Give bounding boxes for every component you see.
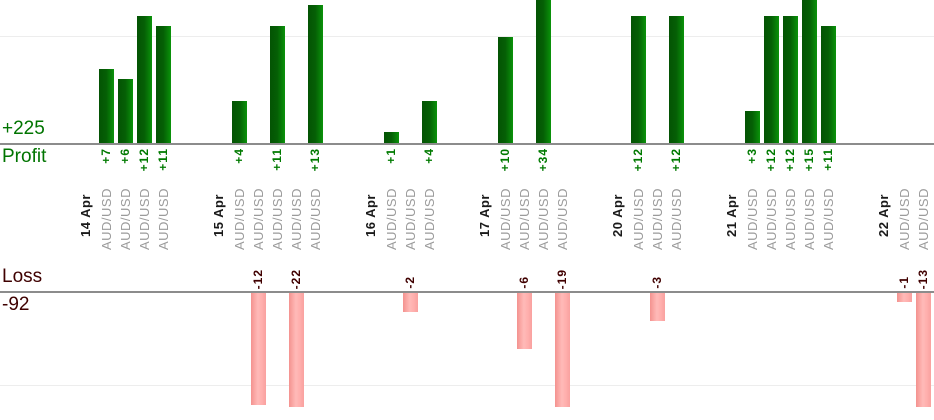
- instrument-label: AUD/USD: [821, 187, 836, 250]
- loss-baseline: [0, 291, 934, 293]
- instrument-label: AUD/USD: [156, 187, 171, 250]
- profit-bar[interactable]: [631, 15, 646, 143]
- profit-bar[interactable]: [764, 15, 779, 143]
- loss-axis-label: Loss: [2, 266, 43, 287]
- loss-gridline: [0, 385, 934, 386]
- instrument-label: AUD/USD: [631, 187, 646, 250]
- instrument-label: AUD/USD: [289, 187, 304, 250]
- instrument-label: AUD/USD: [783, 187, 798, 250]
- profit-bar-value-label: +15: [802, 148, 816, 172]
- instrument-label: AUD/USD: [403, 187, 418, 250]
- loss-bar-value-label: -3: [650, 276, 664, 289]
- loss-bar-value-label: -13: [916, 268, 930, 289]
- loss-bar[interactable]: [650, 293, 665, 321]
- instrument-label: AUD/USD: [251, 187, 266, 250]
- date-label: 21 Apr: [724, 194, 739, 237]
- loss-bar[interactable]: [897, 293, 912, 303]
- profit-bar[interactable]: [669, 15, 684, 143]
- date-label: 20 Apr: [610, 194, 625, 237]
- profit-baseline: [0, 143, 934, 145]
- profit-total-label: +225: [2, 118, 45, 139]
- loss-total-label: -92: [2, 294, 30, 315]
- profit-bar[interactable]: [308, 5, 323, 143]
- profit-bar[interactable]: [232, 100, 247, 143]
- profit-bar[interactable]: [745, 111, 760, 143]
- profit-bar[interactable]: [802, 0, 817, 143]
- profit-bar-value-label: +12: [783, 148, 797, 172]
- profit-bar-value-label: +7: [99, 148, 113, 164]
- instrument-label: AUD/USD: [232, 187, 247, 250]
- instrument-label: AUD/USD: [498, 187, 513, 250]
- profit-axis-label: Profit: [2, 146, 47, 167]
- profit-panel: [0, 0, 934, 143]
- date-label: 17 Apr: [477, 194, 492, 237]
- date-label: 16 Apr: [363, 194, 378, 237]
- profit-bar-value-label: +12: [137, 148, 151, 172]
- instrument-label: AUD/USD: [802, 187, 817, 250]
- profit-bar[interactable]: [270, 26, 285, 143]
- instrument-label: AUD/USD: [536, 187, 551, 250]
- instrument-label: AUD/USD: [137, 187, 152, 250]
- profit-bar[interactable]: [536, 0, 551, 143]
- profit-bar[interactable]: [137, 15, 152, 143]
- profit-bar[interactable]: [422, 100, 437, 143]
- instrument-label: AUD/USD: [669, 187, 684, 250]
- profit-bar-value-label: +12: [764, 148, 778, 172]
- profit-bar-value-label: +11: [821, 148, 835, 171]
- profit-bar-value-label: +3: [745, 148, 759, 164]
- profit-bar-value-label: +34: [536, 148, 550, 172]
- profit-bar-value-label: +12: [669, 148, 683, 172]
- loss-bar[interactable]: [517, 293, 532, 349]
- instrument-label: AUD/USD: [422, 187, 437, 250]
- instrument-label: AUD/USD: [555, 187, 570, 250]
- profit-bar-value-label: +11: [156, 148, 170, 171]
- instrument-label: AUD/USD: [384, 187, 399, 250]
- profit-bar[interactable]: [156, 26, 171, 143]
- instrument-label: AUD/USD: [650, 187, 665, 250]
- loss-bar-value-label: -1: [897, 276, 911, 289]
- instrument-label: AUD/USD: [270, 187, 285, 250]
- loss-bar-value-label: -12: [251, 268, 265, 289]
- loss-bar[interactable]: [289, 293, 304, 407]
- profit-bar[interactable]: [384, 132, 399, 143]
- profit-bar[interactable]: [118, 79, 133, 143]
- profit-bar-value-label: +6: [118, 148, 132, 164]
- profit-bar-value-label: +1: [384, 148, 398, 164]
- instrument-label: AUD/USD: [897, 187, 912, 250]
- instrument-label: AUD/USD: [916, 187, 931, 250]
- date-label: 15 Apr: [211, 194, 226, 237]
- instrument-label: AUD/USD: [308, 187, 323, 250]
- loss-bar-value-label: -22: [289, 268, 303, 289]
- profit-gridline: [0, 36, 934, 37]
- instrument-label: AUD/USD: [99, 187, 114, 250]
- loss-bar-value-label: -6: [517, 276, 531, 289]
- profit-bar-value-label: +10: [498, 148, 512, 172]
- profit-bar[interactable]: [99, 68, 114, 143]
- instrument-label: AUD/USD: [118, 187, 133, 250]
- loss-bar[interactable]: [403, 293, 418, 312]
- loss-panel: [0, 293, 934, 407]
- loss-bar-value-label: -2: [403, 276, 417, 289]
- instrument-label: AUD/USD: [745, 187, 760, 250]
- profit-bar-value-label: +11: [270, 148, 284, 171]
- profit-bar[interactable]: [498, 37, 513, 143]
- profit-bar[interactable]: [821, 26, 836, 143]
- instrument-label: AUD/USD: [764, 187, 779, 250]
- loss-bar-value-label: -19: [555, 268, 569, 289]
- profit-bar-value-label: +4: [422, 148, 436, 164]
- instrument-label: AUD/USD: [517, 187, 532, 250]
- profit-bar-value-label: +13: [308, 148, 322, 172]
- profit-bar[interactable]: [783, 15, 798, 143]
- date-label: 22 Apr: [876, 194, 891, 237]
- profit-bar-value-label: +12: [631, 148, 645, 172]
- loss-bar[interactable]: [916, 293, 931, 407]
- date-label: 14 Apr: [78, 194, 93, 237]
- loss-bar[interactable]: [251, 293, 266, 405]
- profit-bar-value-label: +4: [232, 148, 246, 164]
- loss-bar[interactable]: [555, 293, 570, 407]
